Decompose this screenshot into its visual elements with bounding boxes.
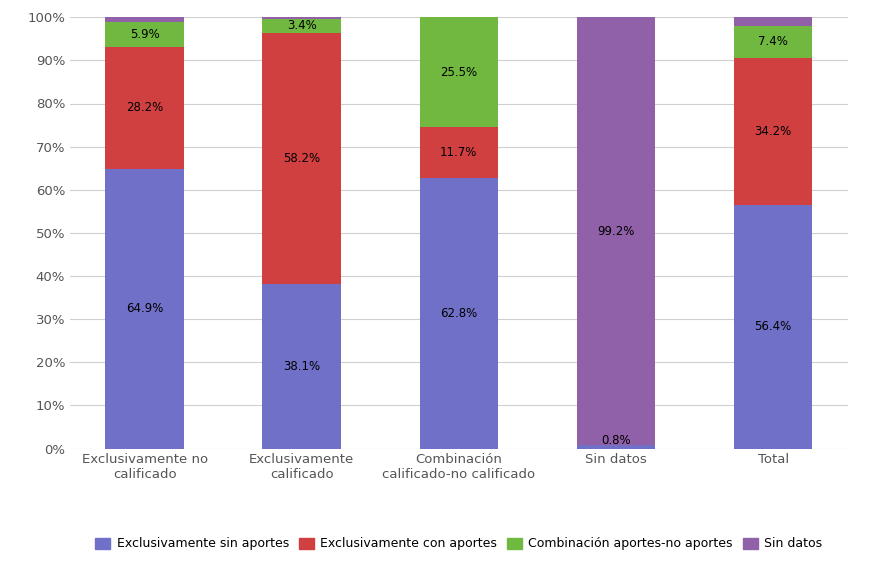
Bar <box>734 26 813 58</box>
Bar <box>105 17 184 21</box>
Bar <box>262 17 341 18</box>
Text: 38.1%: 38.1% <box>283 360 320 373</box>
Text: 64.9%: 64.9% <box>126 302 163 315</box>
Text: 56.4%: 56.4% <box>754 320 792 334</box>
Bar <box>420 127 498 178</box>
Text: 5.9%: 5.9% <box>129 28 159 41</box>
Bar <box>262 18 341 33</box>
Text: 99.2%: 99.2% <box>597 225 635 237</box>
Text: 28.2%: 28.2% <box>126 101 163 114</box>
Text: 0.8%: 0.8% <box>601 434 631 447</box>
Bar <box>262 284 341 448</box>
Bar <box>420 178 498 449</box>
Text: 62.8%: 62.8% <box>440 306 477 320</box>
Bar <box>105 21 184 47</box>
Bar <box>577 445 656 448</box>
Bar <box>105 168 184 448</box>
Text: 25.5%: 25.5% <box>440 66 477 79</box>
Bar <box>734 58 813 205</box>
Text: 34.2%: 34.2% <box>754 125 792 138</box>
Bar <box>105 47 184 168</box>
Text: 3.4%: 3.4% <box>287 20 316 32</box>
Bar <box>420 17 498 127</box>
Text: 58.2%: 58.2% <box>283 152 320 165</box>
Text: 7.4%: 7.4% <box>759 35 788 48</box>
Bar <box>734 17 813 26</box>
Bar <box>577 17 656 445</box>
Bar <box>262 33 341 284</box>
Bar <box>734 205 813 448</box>
Text: 11.7%: 11.7% <box>440 146 477 159</box>
Legend: Exclusivamente sin aportes, Exclusivamente con aportes, Combinación aportes-no a: Exclusivamente sin aportes, Exclusivamen… <box>91 532 827 555</box>
